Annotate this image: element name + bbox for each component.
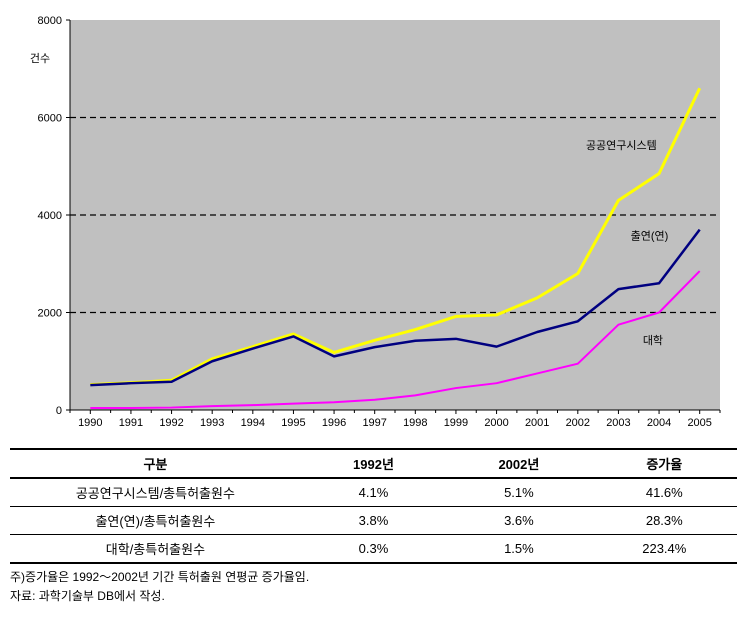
svg-text:2000: 2000 (484, 417, 508, 429)
col-header-1992: 1992년 (301, 449, 446, 478)
svg-text:1995: 1995 (281, 417, 305, 429)
svg-text:1993: 1993 (200, 417, 224, 429)
footnotes: 주)증가율은 1992～2002년 기간 특허출원 연평균 증가율임. 자료: … (10, 568, 737, 606)
svg-text:건수: 건수 (30, 52, 50, 65)
row-label-cell: 대학/총특허출원수 (10, 535, 301, 564)
svg-text:2003: 2003 (606, 417, 630, 429)
row-label-cell: 출연(연)/총특허출원수 (10, 507, 301, 535)
svg-text:1998: 1998 (403, 417, 427, 429)
line-chart: 0 2000 4000 6000 8000 건수 1990 1991 1992 1993 1994 1… (10, 10, 737, 440)
value-cell: 41.6% (592, 478, 737, 507)
footnote-source: 자료: 과학기술부 DB에서 작성. (10, 587, 737, 606)
value-cell: 1.5% (446, 535, 591, 564)
svg-text:6000: 6000 (38, 113, 62, 125)
svg-text:대학: 대학 (643, 334, 663, 347)
svg-text:1999: 1999 (444, 417, 468, 429)
footnote-growth: 주)증가율은 1992～2002년 기간 특허출원 연평균 증가율임. (10, 568, 737, 587)
svg-text:1997: 1997 (362, 417, 386, 429)
data-table: 구분 1992년 2002년 증가율 공공연구시스템/총특허출원수4.1%5.1… (10, 448, 737, 564)
svg-text:4000: 4000 (38, 210, 62, 222)
chart-container: 0 2000 4000 6000 8000 건수 1990 1991 1992 1993 1994 1… (10, 10, 737, 440)
table-header-row: 구분 1992년 2002년 증가율 (10, 449, 737, 478)
value-cell: 3.6% (446, 507, 591, 535)
svg-text:2004: 2004 (647, 417, 671, 429)
svg-text:2000: 2000 (38, 308, 62, 320)
row-label-cell: 공공연구시스템/총특허출원수 (10, 478, 301, 507)
svg-text:2005: 2005 (687, 417, 711, 429)
svg-text:8000: 8000 (38, 15, 62, 27)
svg-text:출연(연): 출연(연) (631, 229, 669, 242)
svg-text:1996: 1996 (322, 417, 346, 429)
svg-text:1992: 1992 (159, 417, 183, 429)
value-cell: 3.8% (301, 507, 446, 535)
value-cell: 223.4% (592, 535, 737, 564)
table-row: 대학/총특허출원수0.3%1.5%223.4% (10, 535, 737, 564)
svg-text:2002: 2002 (566, 417, 590, 429)
col-header-growth: 증가율 (592, 449, 737, 478)
col-header-category: 구분 (10, 449, 301, 478)
table-row: 출연(연)/총특허출원수3.8%3.6%28.3% (10, 507, 737, 535)
value-cell: 5.1% (446, 478, 591, 507)
svg-text:1991: 1991 (119, 417, 143, 429)
svg-text:1990: 1990 (78, 417, 102, 429)
svg-text:0: 0 (56, 405, 62, 417)
table-row: 공공연구시스템/총특허출원수4.1%5.1%41.6% (10, 478, 737, 507)
data-table-container: 구분 1992년 2002년 증가율 공공연구시스템/총특허출원수4.1%5.1… (10, 448, 737, 564)
svg-text:2001: 2001 (525, 417, 549, 429)
value-cell: 28.3% (592, 507, 737, 535)
svg-text:공공연구시스템: 공공연구시스템 (586, 139, 657, 152)
value-cell: 0.3% (301, 535, 446, 564)
value-cell: 4.1% (301, 478, 446, 507)
col-header-2002: 2002년 (446, 449, 591, 478)
svg-text:1994: 1994 (241, 417, 265, 429)
